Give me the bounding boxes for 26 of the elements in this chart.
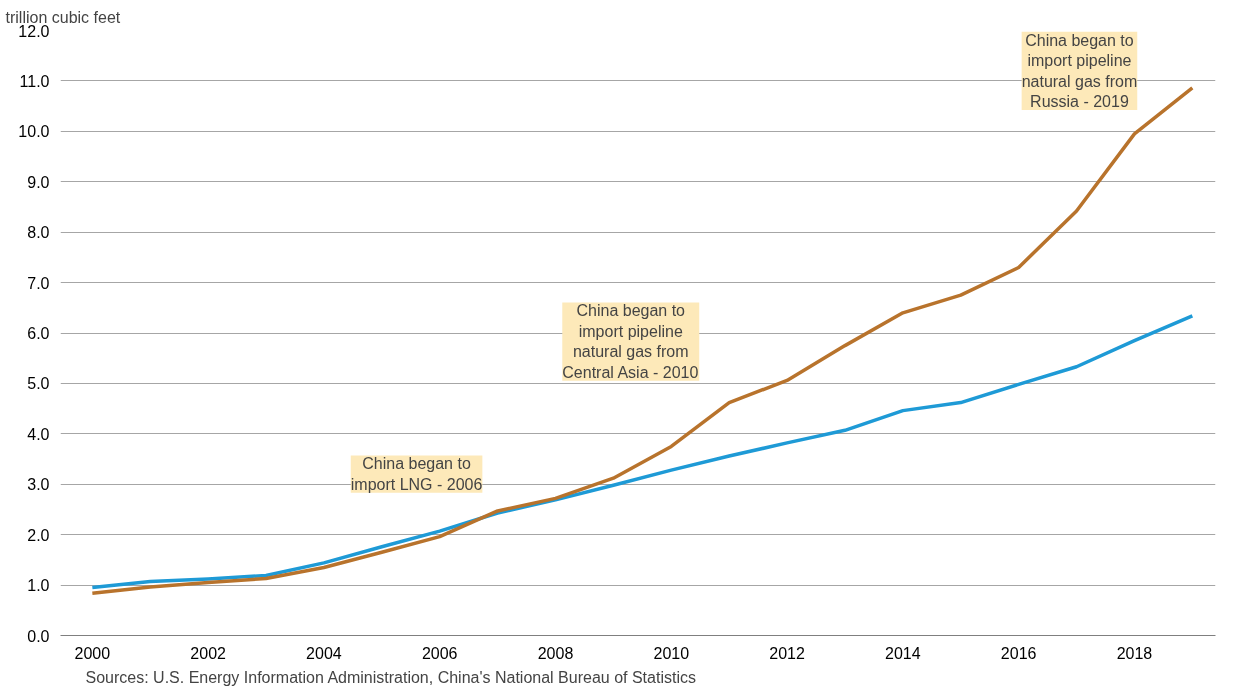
annotation: China began to import pipeline natural gas from Central Asia - 2010: [562, 302, 699, 381]
x-tick-label: 2004: [306, 644, 342, 662]
y-tick-label: 9.0: [27, 173, 50, 191]
y-tick-label: 6.0: [27, 325, 50, 342]
y-tick-label: 0.0: [27, 627, 50, 645]
x-tick-label: 2012: [769, 644, 805, 662]
x-tick-label: 2010: [653, 644, 690, 662]
x-tick-label: 2016: [1000, 644, 1037, 662]
x-tick-label: 2008: [537, 644, 574, 662]
x-tick-label: 2006: [421, 644, 458, 662]
source-note: Sources: U.S. Energy Information Administration, China's National Bureau of Statistics: [85, 668, 696, 686]
y-tick-label: 7.0: [27, 274, 50, 292]
y-tick-label: 10.0: [18, 123, 50, 141]
y-tick-label: 8.0: [27, 224, 50, 242]
x-tick-label: 2002: [190, 644, 227, 662]
annotation: China began to import LNG - 2006: [350, 455, 483, 493]
y-tick-label: 3.0: [27, 476, 50, 494]
y-tick-label: 1.0: [27, 577, 50, 595]
x-tick-label: 2000: [74, 644, 111, 662]
y-tick-label: 4.0: [27, 425, 50, 443]
y-tick-label: 2.0: [27, 526, 50, 544]
annotation: China began to import pipeline natural gas from Russia - 2019: [1021, 31, 1138, 110]
y-tick-label: 5.0: [27, 375, 50, 393]
x-tick-label: 2014: [885, 644, 921, 662]
y-tick-label: 11.0: [19, 72, 50, 90]
x-tick-label: 2018: [1116, 644, 1153, 662]
